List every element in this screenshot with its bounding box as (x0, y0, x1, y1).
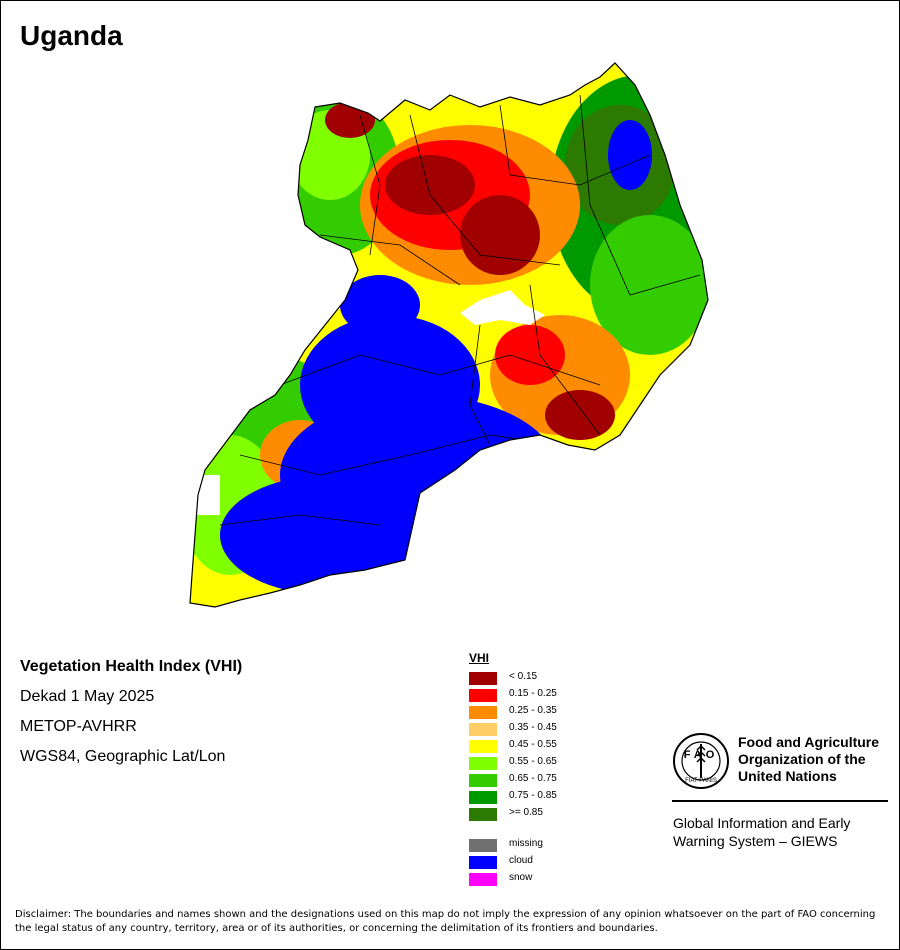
legend-swatch (469, 774, 497, 787)
vhi-legend-item: 0.25 - 0.35 (469, 704, 557, 721)
legend-swatch (469, 740, 497, 753)
vhi-legend-item: 0.35 - 0.45 (469, 721, 557, 738)
special-legend-item: snow (469, 871, 532, 888)
vhi-legend-item: >= 0.85 (469, 806, 543, 823)
vhi-legend-item: 0.75 - 0.85 (469, 789, 557, 806)
legend-label: 0.65 - 0.75 (509, 773, 557, 784)
vhi-legend-item: < 0.15 (469, 670, 537, 687)
fao-emblem-icon: FAO FIAT PANIS (673, 733, 729, 789)
legend-swatch (469, 689, 497, 702)
logo-divider (672, 800, 888, 802)
legend-label: < 0.15 (509, 671, 538, 682)
projection: WGS84, Geographic Lat/Lon (20, 748, 226, 765)
special-legend-item: missing (469, 837, 543, 854)
sensor: METOP-AVHRR (20, 718, 137, 735)
legend-label: >= 0.85 (509, 807, 543, 818)
legend-swatch (469, 706, 497, 719)
legend-label: 0.15 - 0.25 (509, 688, 557, 699)
vhi-legend-item: 0.55 - 0.65 (469, 755, 557, 772)
legend-label: 0.75 - 0.85 (509, 790, 557, 801)
district-boundaries (219, 94, 701, 526)
legend-label: snow (509, 872, 533, 883)
map-title: Uganda (20, 20, 123, 51)
legend-label: 0.55 - 0.65 (509, 756, 557, 767)
fao-emblem-letters: FAO (684, 749, 719, 761)
vhi-legend-item: 0.45 - 0.55 (469, 738, 557, 755)
giews-name: Global Information and Early Warning Sys… (673, 815, 851, 849)
legend-special: missing cloud snow (469, 837, 543, 888)
legend-swatch (469, 672, 497, 685)
vhi-legend-item: 0.65 - 0.75 (469, 772, 557, 789)
map-info: Vegetation Health Index (VHI) Dekad 1 Ma… (20, 657, 242, 777)
fao-emblem-motto: FIAT PANIS (685, 778, 717, 784)
legend-label: 0.45 - 0.55 (509, 739, 557, 750)
fao-org-name: Food and Agriculture Organization of the… (738, 734, 880, 784)
uganda-vhi-map (189, 62, 709, 608)
legend-label: 0.35 - 0.45 (509, 722, 557, 733)
legend-swatch (469, 839, 497, 852)
disclaimer: Disclaimer: The boundaries and names sho… (15, 909, 876, 934)
vhi-legend-item: 0.15 - 0.25 (469, 687, 557, 704)
legend-classes: < 0.15 0.15 - 0.25 0.25 - 0.35 0.35 - 0.45 0… (469, 670, 557, 823)
special-legend-item: cloud (469, 854, 533, 871)
legend-title: VHI (469, 651, 490, 665)
index-name: Vegetation Health Index (VHI) (20, 658, 243, 675)
legend-swatch (469, 856, 497, 869)
legend-swatch (469, 757, 497, 770)
legend-swatch (469, 723, 497, 736)
legend-swatch (469, 873, 497, 886)
period: Dekad 1 May 2025 (20, 688, 155, 705)
legend-swatch (469, 808, 497, 821)
vhi-raster (190, 63, 708, 607)
legend-swatch (469, 791, 497, 804)
legend: VHI < 0.15 0.15 - 0.25 0.25 - 0.35 0.35 - 0… (469, 651, 557, 888)
legend-label: cloud (509, 855, 533, 866)
legend-label: missing (509, 838, 543, 849)
legend-label: 0.25 - 0.35 (509, 705, 557, 716)
